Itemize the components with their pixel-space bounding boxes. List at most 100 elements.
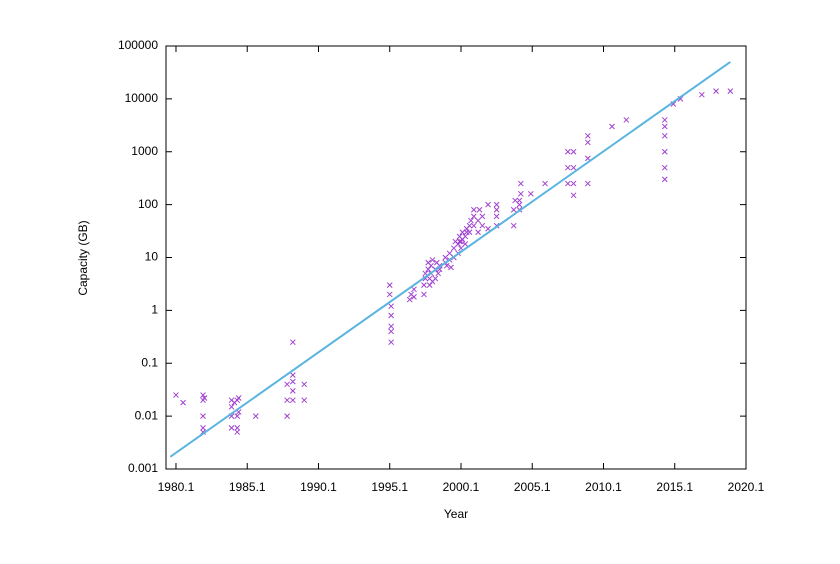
scatter-point [485, 201, 491, 208]
scatter-point [493, 206, 500, 213]
scatter-point [713, 88, 719, 95]
scatter-point [428, 262, 434, 269]
scatter-point [200, 413, 206, 419]
x-tick-label: 1990.1 [300, 480, 337, 494]
scatter-point [661, 117, 668, 123]
fit-line [169, 61, 731, 458]
scatter-point [661, 123, 668, 130]
scatter-point [466, 229, 473, 236]
scatter-point [459, 229, 466, 236]
y-tick-label: 1 [151, 303, 158, 317]
scatter-point [470, 222, 477, 229]
x-tick-label: 2015.1 [656, 480, 693, 494]
scatter-point [727, 88, 734, 95]
y-tick-label: 100000 [118, 38, 158, 52]
scatter-point [284, 397, 290, 404]
scatter-point [527, 190, 534, 197]
scatter-point [200, 425, 206, 431]
scatter-point [565, 180, 571, 187]
scatter-point [421, 291, 427, 298]
scatter-point [386, 282, 393, 289]
scatter-point [609, 123, 615, 130]
scatter-point [446, 250, 453, 257]
scatter-point [470, 206, 477, 213]
scatter-point [301, 381, 308, 388]
scatter-point [510, 222, 517, 229]
scatter-point [570, 180, 577, 187]
y-tick-label: 0.1 [141, 355, 158, 369]
scatter-point [476, 206, 483, 213]
scatter-point [234, 413, 241, 419]
x-tick-label: 1995.1 [371, 480, 408, 494]
scatter-point [517, 190, 524, 197]
y-tick-label: 1000 [131, 144, 158, 158]
scatter-point [570, 148, 577, 155]
x-axis-label: Year [444, 507, 468, 521]
scatter-point [584, 139, 591, 146]
scatter-point [201, 395, 208, 401]
scatter-point [284, 381, 290, 388]
scatter-point [289, 397, 296, 404]
y-tick-label: 0.001 [128, 461, 158, 475]
plot-frame [165, 45, 747, 470]
scatter-point [584, 132, 591, 139]
scatter-point [435, 270, 442, 277]
y-tick-label: 0.01 [135, 408, 159, 422]
scatter-point [235, 395, 242, 401]
scatter-point [388, 339, 395, 346]
scatter-point [661, 132, 668, 139]
scatter-point [570, 164, 577, 171]
scatter-point [466, 222, 473, 229]
scatter-point [510, 206, 517, 213]
scatter-point [388, 303, 395, 310]
scatter-point [493, 213, 500, 220]
scatter-point [411, 294, 417, 300]
scatter-point [429, 257, 436, 263]
scatter-point [462, 241, 469, 247]
scatter-point [386, 291, 393, 298]
scatter-point [475, 217, 481, 224]
x-tick-label: 2020.1 [728, 480, 765, 494]
x-tick-label: 2005.1 [514, 480, 551, 494]
scatter-point [388, 323, 395, 330]
scatter-point [234, 429, 241, 435]
scatter-point [479, 222, 486, 229]
scatter-point [565, 164, 571, 171]
y-tick-label: 100 [138, 197, 158, 211]
scatter-point [451, 245, 457, 252]
scatter-point [284, 413, 290, 419]
scatter-point [584, 180, 591, 187]
scatter-point [228, 403, 235, 410]
scatter-point [289, 388, 296, 394]
y-tick-label: 10000 [125, 91, 159, 105]
scatter-point [517, 180, 524, 187]
scatter-point [475, 229, 481, 236]
scatter-point [421, 282, 427, 289]
scatter-point [470, 213, 477, 220]
scatter-point [289, 372, 296, 378]
scatter-point [512, 197, 518, 204]
scatter-point [432, 275, 439, 282]
scatter-point [173, 392, 179, 398]
scatter-point [406, 296, 413, 303]
scatter-point [468, 217, 474, 224]
x-tick-label: 1985.1 [229, 480, 266, 494]
scatter-point [623, 117, 630, 123]
scatter-point [301, 397, 308, 404]
scatter-point [661, 176, 668, 183]
scatter-point [200, 392, 206, 398]
scatter-point [388, 328, 395, 335]
scatter-point [661, 164, 668, 171]
y-axis-label: Capacity (GB) [76, 220, 90, 295]
scatter-point [228, 425, 235, 431]
scatter-point [479, 213, 486, 220]
scatter-point [234, 425, 241, 431]
x-tick-label: 2010.1 [585, 480, 622, 494]
scatter-point [448, 264, 454, 271]
x-tick-label: 2000.1 [443, 480, 480, 494]
scatter-point [462, 233, 469, 240]
scatter-point [289, 378, 296, 385]
x-tick-label: 1980.1 [158, 480, 195, 494]
scatter-point [289, 339, 296, 346]
scatter-point [180, 399, 186, 406]
